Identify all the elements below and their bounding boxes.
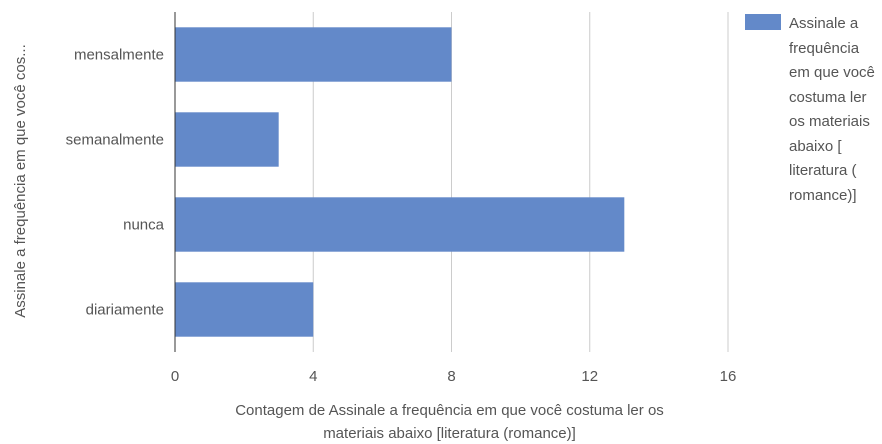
x-tick-label: 4 — [309, 368, 317, 385]
category-label: nunca — [123, 217, 165, 234]
category-label: mensalmente — [74, 47, 164, 64]
category-label: diariamente — [86, 302, 164, 319]
x-tick-labels: 0 4 8 12 16 — [171, 368, 737, 385]
x-tick-label: 16 — [720, 368, 737, 385]
x-tick-label: 12 — [581, 368, 598, 385]
bar-nunca — [175, 197, 625, 252]
x-tick-label: 0 — [171, 368, 179, 385]
x-tick-label: 8 — [447, 368, 455, 385]
x-axis-title-line-2: materiais abaixo [literatura (romance)] — [323, 425, 576, 442]
bars — [175, 27, 625, 337]
category-label: semanalmente — [66, 132, 164, 149]
bar-diariamente — [175, 282, 314, 337]
x-axis-title-line-1: Contagem de Assinale a frequência em que… — [235, 402, 664, 419]
category-labels: mensalmente semanalmente nunca diariamente — [66, 47, 165, 319]
y-axis-title: Assinale a frequência em que você cos... — [12, 44, 29, 318]
bar-semanalmente — [175, 112, 279, 167]
bar-mensalmente — [175, 27, 452, 82]
legend-label: Assinale a frequência em que você costum… — [789, 15, 875, 204]
legend-swatch — [745, 14, 781, 30]
